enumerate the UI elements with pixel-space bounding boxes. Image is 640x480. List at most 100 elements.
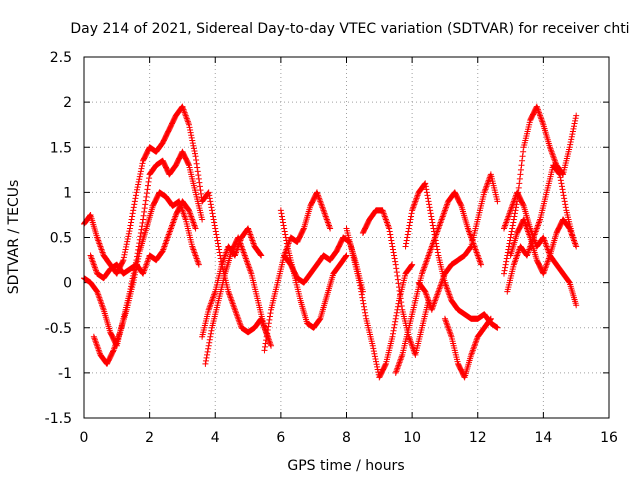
data-point: [207, 330, 214, 337]
data-point: [280, 222, 287, 229]
data-point: [120, 257, 127, 264]
data-point: [138, 163, 145, 170]
data-point: [202, 360, 209, 367]
y-tick-label: 2.5: [50, 50, 72, 66]
data-point: [125, 233, 132, 240]
data-point: [397, 295, 404, 302]
data-point: [573, 302, 580, 309]
data-point: [142, 197, 149, 204]
data-point: [131, 201, 138, 208]
data-point: [146, 175, 153, 182]
data-point: [343, 252, 350, 259]
data-point: [193, 160, 200, 167]
data-point: [561, 198, 568, 205]
data-point: [142, 201, 149, 208]
data-point: [131, 274, 138, 281]
data-point: [204, 348, 211, 355]
data-point: [215, 243, 222, 250]
data-point: [205, 189, 212, 196]
data-point: [198, 190, 205, 197]
data-point: [457, 201, 464, 208]
data-point: [208, 204, 215, 211]
data-point: [267, 310, 274, 317]
data-point: [556, 170, 563, 177]
data-point: [208, 327, 215, 334]
data-point: [187, 126, 194, 133]
data-point: [212, 228, 219, 235]
data-point: [388, 237, 395, 244]
data-point: [139, 160, 146, 167]
data-point: [432, 234, 439, 241]
data-point: [389, 330, 396, 337]
data-point: [128, 219, 135, 226]
data-point: [507, 234, 514, 241]
data-point: [210, 213, 217, 220]
data-point: [216, 246, 223, 253]
data-point: [393, 269, 400, 276]
data-point: [138, 226, 145, 233]
data-point: [425, 198, 432, 205]
data-point: [217, 255, 224, 262]
data-point: [561, 195, 568, 202]
data-point: [327, 225, 334, 232]
data-point: [573, 243, 580, 250]
data-point: [205, 345, 212, 352]
data-point: [140, 212, 147, 219]
data-point: [362, 312, 369, 319]
data-point: [387, 231, 394, 238]
data-point: [501, 267, 508, 274]
data-point: [520, 201, 527, 208]
data-point: [407, 216, 414, 223]
data-point: [277, 207, 284, 214]
data-point: [392, 315, 399, 322]
data-point: [422, 183, 429, 190]
data-point: [193, 157, 200, 164]
data-point: [432, 237, 439, 244]
data-point: [503, 255, 510, 262]
data-point: [392, 318, 399, 325]
data-point: [571, 120, 578, 127]
data-point: [135, 178, 142, 185]
data-point: [562, 201, 569, 208]
x-tick-label: 10: [403, 430, 421, 446]
data-point: [262, 343, 269, 350]
y-axis-title: SDTVAR / TECUs: [6, 180, 22, 295]
data-point: [144, 182, 151, 189]
data-point: [136, 250, 143, 257]
data-point: [509, 225, 516, 232]
data-point: [137, 170, 144, 177]
y-tick-label: 1: [63, 185, 72, 201]
data-point: [281, 228, 288, 235]
data-point: [374, 366, 381, 373]
data-point: [373, 361, 380, 368]
data-point: [282, 231, 289, 238]
data-point: [123, 241, 130, 248]
data-point: [196, 179, 203, 186]
data-point: [398, 302, 405, 309]
data-point: [560, 189, 567, 196]
x-tick-label: 12: [469, 430, 487, 446]
data-point: [511, 210, 518, 217]
data-point: [127, 222, 134, 229]
data-point: [263, 333, 270, 340]
data-point: [382, 361, 389, 368]
data-point: [388, 240, 395, 247]
data-point: [362, 309, 369, 316]
data-point: [422, 180, 429, 187]
data-point: [192, 225, 199, 232]
data-point: [342, 253, 349, 260]
data-point: [423, 189, 430, 196]
data-point: [356, 279, 363, 286]
data-point: [391, 321, 398, 328]
y-tick-label: 0.5: [50, 231, 72, 247]
x-tick-label: 16: [600, 430, 618, 446]
data-point: [123, 243, 130, 250]
data-point: [428, 216, 435, 223]
y-tick-labels: -1.5 -1 -0.5 0 0.5 1 1.5 2 2.5: [45, 50, 72, 427]
data-point: [261, 347, 268, 354]
data-point: [508, 231, 515, 238]
data-point: [279, 216, 286, 223]
data-point: [389, 246, 396, 253]
data-point: [121, 251, 128, 258]
data-point: [188, 134, 195, 141]
